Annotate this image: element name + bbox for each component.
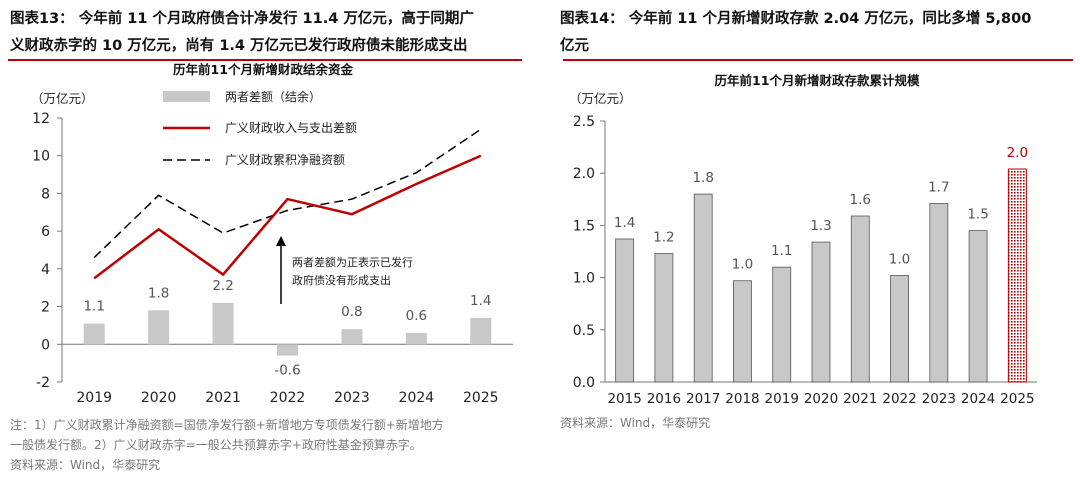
chart-14-bar xyxy=(693,193,713,383)
chart-13-y-tick-label: -2 xyxy=(36,375,50,391)
chart-14-bar xyxy=(968,230,988,383)
chart-14-x-tick-label: 2022 xyxy=(882,391,916,407)
chart-13-bar xyxy=(470,317,492,345)
chart-13-line-dashed xyxy=(93,128,482,259)
chart-14-y-tick-label: 2.5 xyxy=(573,114,595,130)
chart-13-bar-label: 1.4 xyxy=(470,293,491,309)
chart-14-y-tick-label: 1.5 xyxy=(573,218,595,234)
chart-14-bar xyxy=(654,253,674,383)
chart-13-x-tick-label: 2021 xyxy=(205,390,241,406)
figure-13-title-line2: 义财政赤字的 10 万亿元，尚有 1.4 万亿元已发行政府债未能形成支出 xyxy=(10,38,468,54)
chart-14-x-tick-label: 2015 xyxy=(607,391,641,407)
chart-13-bar xyxy=(405,332,427,345)
figure-13-title-line1: 图表13： 今年前 11 个月政府债合计净发行 11.4 万亿元，高于同期广 xyxy=(10,11,474,27)
chart-14-title: 历年前11个月新增财政存款累计规模 xyxy=(715,73,920,88)
chart-14-x-tick-label: 2025 xyxy=(1000,391,1034,407)
chart-13-y-tick-label: 12 xyxy=(32,111,50,127)
chart-14-bar-highlight xyxy=(1007,168,1027,383)
chart-13-x-tick-label: 2019 xyxy=(76,390,112,406)
chart-13-legend-label-bar: 两者差额（结余） xyxy=(225,89,321,104)
chart-14-x-tick-label: 2017 xyxy=(686,391,720,407)
figure-14-title-rule xyxy=(563,59,1073,61)
chart-14-bar-label: 1.0 xyxy=(889,252,910,268)
figure-14-title-line2: 亿元 xyxy=(560,38,589,54)
chart-13-legend-swatch-bar xyxy=(163,91,210,102)
chart-14-x-tick-label: 2019 xyxy=(765,391,799,407)
chart-14-bar xyxy=(615,238,635,383)
chart-13-x-tick-label: 2023 xyxy=(334,390,370,406)
chart-14-x-tick-label: 2023 xyxy=(922,391,956,407)
chart-13-legend-label-dashed: 广义财政累积净融资额 xyxy=(225,153,345,167)
chart-14-bar-label: 1.3 xyxy=(810,218,831,234)
chart-14-bar-label: 1.8 xyxy=(692,170,713,186)
chart-13-y-tick-label: 8 xyxy=(41,186,50,202)
chart-14-bar xyxy=(733,280,752,383)
chart-13-bar xyxy=(341,329,363,345)
chart-13-x-tick-label: 2024 xyxy=(399,390,435,406)
chart-14-bar xyxy=(772,266,792,383)
chart-13-bar-label: 0.6 xyxy=(406,308,427,324)
chart-14-bar xyxy=(929,203,949,383)
chart-14-bar-label: 1.0 xyxy=(732,257,753,273)
figure-13-source: 资料来源：Wind，华泰研究 xyxy=(10,458,161,472)
chart-14-bar-label: 1.2 xyxy=(653,230,674,246)
figure-13-note-line2: 一般债发行额。2）广义财政赤字=一般公共预算赤字+政府性基金预算赤字。 xyxy=(10,438,422,452)
chart-13-bar-label: 2.2 xyxy=(212,278,233,294)
chart-13-y-tick-label: 2 xyxy=(41,300,50,316)
chart-14-y-tick-label: 0.0 xyxy=(573,375,595,391)
chart-13-title: 历年前11个月新增财政结余资金 xyxy=(173,62,353,77)
chart-14-x-tick-label: 2020 xyxy=(804,391,838,407)
figure-14-title: 图表14： 今年前 11 个月新增财政存款 2.04 万亿元，同比多增 5,80… xyxy=(560,6,1075,60)
chart-14-y-unit: （万亿元） xyxy=(569,91,632,106)
chart-13-legend-label-red: 广义财政收入与支出差额 xyxy=(225,121,357,135)
chart-13-bar-label: -0.6 xyxy=(274,363,300,379)
chart-14-x-tick-label: 2016 xyxy=(647,391,681,407)
chart-13-annotation-line1: 两者差额为正表示已发行 xyxy=(292,255,413,269)
chart-14-bar-label: 1.6 xyxy=(850,192,871,208)
figure-13-title: 图表13： 今年前 11 个月政府债合计净发行 11.4 万亿元，高于同期广 义… xyxy=(10,6,520,60)
chart-14-bar-label: 1.5 xyxy=(967,207,988,223)
figure-13-title-rule xyxy=(8,59,522,61)
chart-13: 历年前11个月新增财政结余资金 （万亿元） -2 0 2 4 6 8 10 12 1.1 1.8 2.2… xyxy=(31,62,513,406)
chart-14-bar-label: 1.7 xyxy=(928,179,949,195)
chart-13-bar xyxy=(148,310,170,345)
chart-14-bar xyxy=(850,215,870,383)
chart-13-bar xyxy=(83,323,105,345)
chart-13-bar xyxy=(212,302,234,345)
chart-13-bar-label: 1.8 xyxy=(148,285,169,301)
chart-13-y-tick-label: 4 xyxy=(41,262,50,278)
chart-13-x-tick-label: 2025 xyxy=(463,390,499,406)
chart-13-annotation-arrowhead xyxy=(276,236,286,246)
chart-13-annotation-line2: 政府债没有形成支出 xyxy=(292,273,391,287)
chart-14-bar-label: 1.4 xyxy=(614,215,635,231)
chart-14-bar xyxy=(811,241,831,383)
chart-13-y-unit: （万亿元） xyxy=(31,91,94,106)
chart-13-bar-label: 0.8 xyxy=(341,304,362,320)
chart-13-x-tick-label: 2020 xyxy=(141,390,177,406)
chart-14-x-tick-label: 2018 xyxy=(725,391,759,407)
chart-14: 历年前11个月新增财政存款累计规模 （万亿元） 0.0 0.5 1.0 1.5 2.0 2.5… xyxy=(569,73,1037,407)
chart-14-x-tick-label: 2024 xyxy=(961,391,995,407)
figure-14-title-line1: 图表14： 今年前 11 个月新增财政存款 2.04 万亿元，同比多增 5,80… xyxy=(560,11,1032,27)
chart-13-line-red xyxy=(93,154,482,280)
chart-13-y-tick-label: 10 xyxy=(32,149,50,165)
chart-13-x-tick-label: 2022 xyxy=(270,390,306,406)
chart-13-bar xyxy=(277,344,298,356)
chart-13-y-tick-label: 0 xyxy=(41,337,50,353)
chart-14-bar-label: 2.0 xyxy=(1007,145,1028,161)
figure-14-source: 资料来源：Wind，华泰研究 xyxy=(560,416,711,430)
chart-14-y-tick-label: 1.0 xyxy=(573,271,595,287)
chart-13-bar-label: 1.1 xyxy=(83,299,104,315)
chart-14-x-tick-label: 2021 xyxy=(843,391,877,407)
chart-14-y-tick-label: 0.5 xyxy=(573,323,595,339)
chart-14-bar xyxy=(890,275,909,383)
chart-14-bar-label: 1.1 xyxy=(771,243,792,259)
chart-13-y-tick-label: 6 xyxy=(41,224,50,240)
chart-14-y-tick-label: 2.0 xyxy=(573,166,595,182)
figure-13-note-line1: 注：1）广义财政累计净融资额=国债净发行额+新增地方专项债发行额+新增地方 xyxy=(10,418,444,432)
